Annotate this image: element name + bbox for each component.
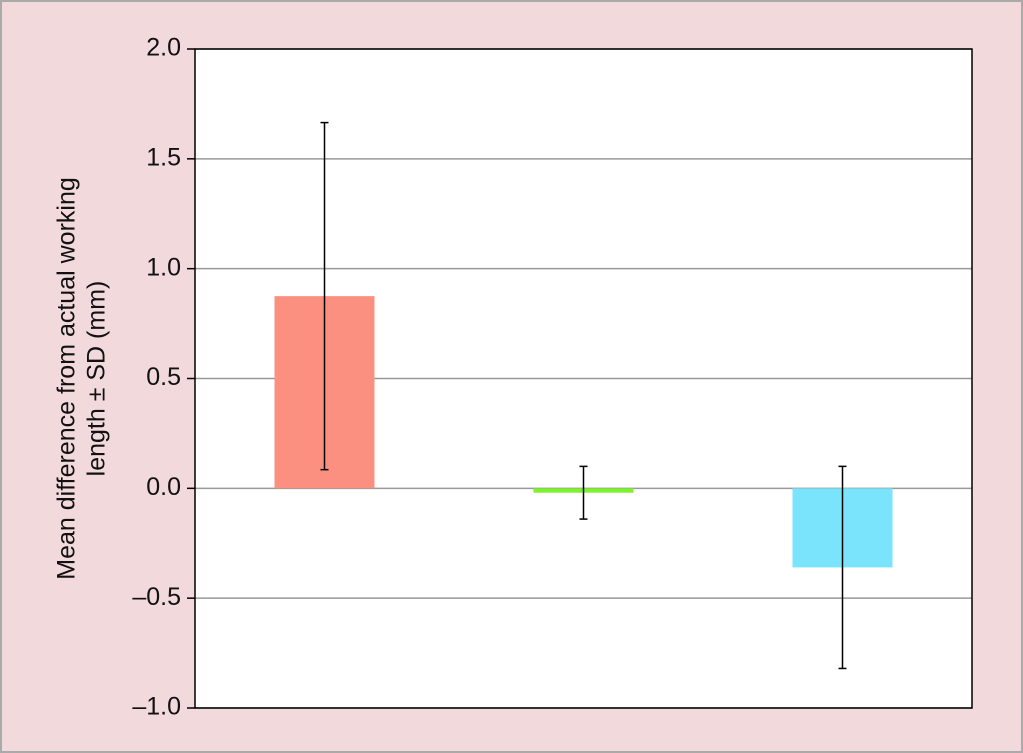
y-tick-label: –0.5 [132, 583, 181, 611]
y-axis-label: Mean difference from actual working lengt… [53, 177, 111, 580]
y-tick-label: 1.0 [146, 253, 181, 281]
y-tick-label: 2.0 [146, 34, 181, 62]
plot-frame [194, 48, 973, 709]
y-tick-label: 1.5 [146, 143, 181, 171]
y-axis-label-line: Mean difference from actual working [53, 177, 81, 580]
y-tick-label: 0.0 [146, 473, 181, 501]
y-tick-label: –1.0 [132, 693, 181, 721]
y-axis-label-line: length ± SD (mm) [83, 281, 111, 477]
y-tick-label: 0.5 [146, 363, 181, 391]
